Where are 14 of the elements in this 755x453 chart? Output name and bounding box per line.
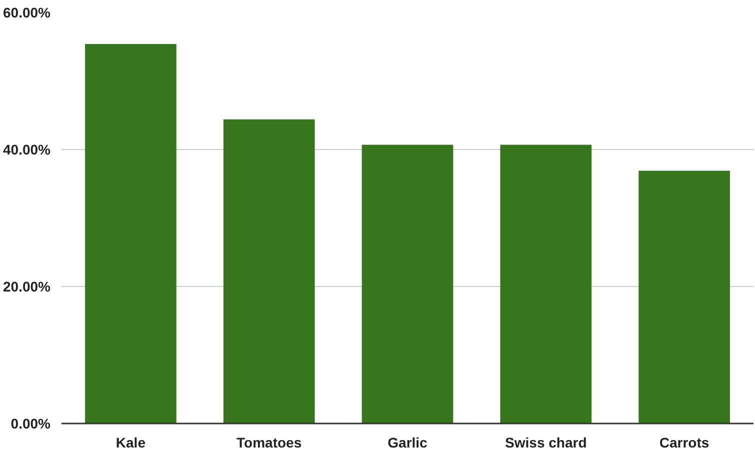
bar: [223, 119, 315, 424]
y-tick-label: 0.00%: [10, 416, 52, 432]
bar: [500, 144, 592, 424]
x-tick-label: Swiss chard: [505, 434, 587, 450]
x-tick-label: Kale: [116, 434, 146, 450]
x-tick-label: Tomatoes: [236, 434, 302, 450]
y-tick-label: 60.00%: [3, 4, 52, 20]
bar: [362, 144, 454, 424]
x-tick-label: Garlic: [388, 434, 428, 450]
x-tick-label: Carrots: [659, 434, 710, 450]
bar: [638, 170, 730, 424]
bar: [85, 44, 176, 424]
y-tick-label: 20.00%: [3, 278, 52, 294]
y-tick-label: 40.00%: [3, 142, 52, 158]
